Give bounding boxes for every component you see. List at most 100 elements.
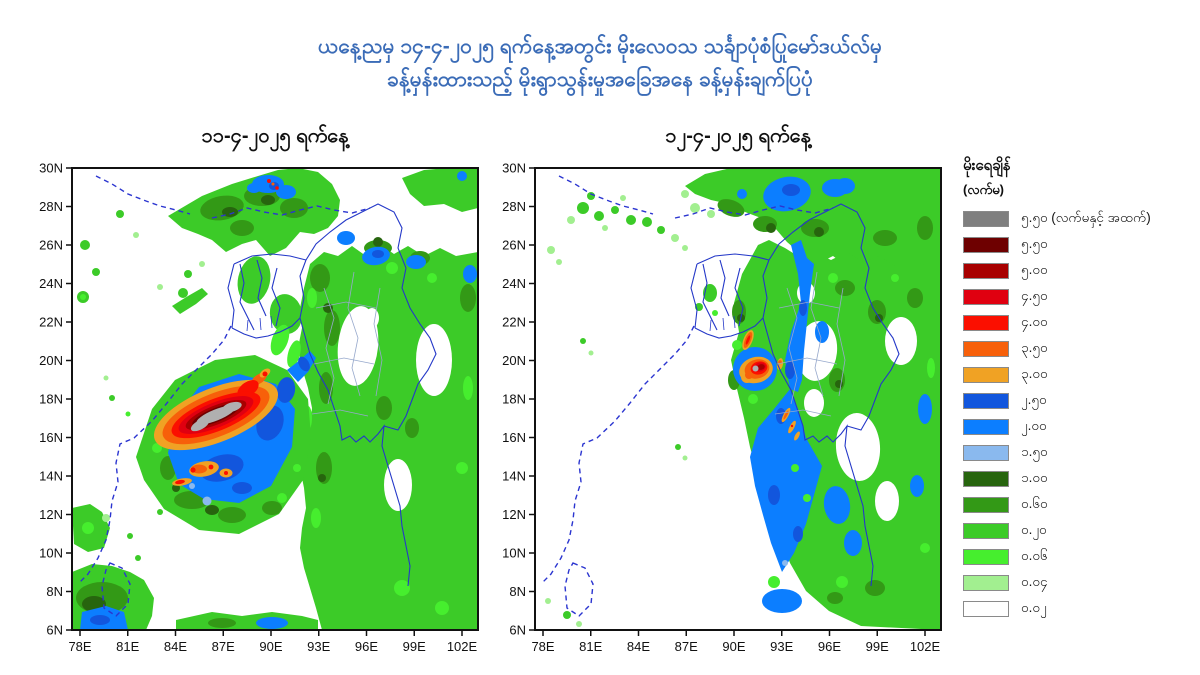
legend-unit: (လက်မ) bbox=[963, 182, 1004, 197]
legend-value: ၃.၅၀ bbox=[1021, 339, 1048, 355]
precip-layer bbox=[545, 168, 941, 630]
axis-tick-label: 24N bbox=[39, 276, 63, 291]
legend-swatch bbox=[963, 340, 1009, 357]
axis-tick-label: 22N bbox=[39, 315, 63, 330]
axis-labels-right: 30N 28N 26N 24N 22N 20N 18N 16N 14N 12N … bbox=[502, 161, 940, 655]
legend-value: ၁.၀၀ bbox=[1021, 469, 1048, 485]
legend-entry: ၅.၅၀ (လက်မနှင့် အထက်) bbox=[963, 210, 1198, 227]
legend-value: ၀.၀၄ bbox=[1021, 573, 1048, 589]
legend-entry: ၃.၀၀ bbox=[963, 366, 1198, 383]
axis-tick-label: 16N bbox=[39, 430, 63, 445]
legend-swatch bbox=[963, 470, 1009, 487]
axis-tick-label: 18N bbox=[502, 392, 526, 407]
legend-swatch bbox=[963, 444, 1009, 461]
legend-value: ၀.၀၂ bbox=[1021, 599, 1047, 615]
axis-tick-label: 14N bbox=[39, 469, 63, 484]
axis-tick-label: 99E bbox=[866, 639, 889, 654]
legend-value: ၅.၅၀ (လက်မနှင့် အထက်) bbox=[1021, 209, 1151, 225]
precip-map-12-4-2025: 30N 28N 26N 24N 22N 20N 18N 16N 14N 12N … bbox=[502, 161, 942, 655]
legend-value: ၃.၀၀ bbox=[1021, 365, 1048, 381]
axis-tick-label: 12N bbox=[502, 507, 526, 522]
legend-swatch bbox=[963, 366, 1009, 383]
legend: မိုးရေချိန် (လက်မ) ၅.၅၀ (လက်မနှင့် အထက်)… bbox=[963, 156, 1198, 617]
legend-swatch bbox=[963, 392, 1009, 409]
axis-tick-label: 78E bbox=[531, 639, 554, 654]
axis-tick-label: 26N bbox=[39, 238, 63, 253]
legend-value: ၄.၀၀ bbox=[1021, 313, 1048, 329]
storm-core-right bbox=[733, 347, 777, 391]
axis-tick-label: 28N bbox=[39, 199, 63, 214]
axis-tick-label: 26N bbox=[502, 238, 526, 253]
panel-title-left: ၁၁-၄-၂၀၂၅ ရက်နေ့ bbox=[201, 125, 349, 147]
axis-tick-label: 16N bbox=[502, 430, 526, 445]
axis-tick-label: 96E bbox=[818, 639, 841, 654]
axis-tick-label: 87E bbox=[675, 639, 698, 654]
axis-tick-label: 84E bbox=[627, 639, 650, 654]
legend-value: ၄.၅၀ bbox=[1021, 287, 1048, 303]
precip-layer bbox=[72, 168, 478, 630]
axis-tick-label: 78E bbox=[68, 639, 91, 654]
legend-value: ၅.၀၀ bbox=[1021, 261, 1048, 277]
axis-tick-label: 10N bbox=[502, 546, 526, 561]
legend-swatch bbox=[963, 210, 1009, 227]
axis-tick-label: 10N bbox=[39, 546, 63, 561]
page-title: ယနေ့ညမှ ၁၄-၄-၂၀၂၅ ရက်နေ့အတွင်း မိုးလေဝသ … bbox=[0, 30, 1200, 96]
axis-tick-label: 20N bbox=[39, 353, 63, 368]
axis-tick-label: 90E bbox=[722, 639, 745, 654]
legend-entry: ၁.၀၀ bbox=[963, 470, 1198, 487]
axis-tick-label: 102E bbox=[447, 639, 478, 654]
legend-swatch bbox=[963, 236, 1009, 253]
storm-core-left bbox=[153, 368, 279, 451]
axis-tick-label: 22N bbox=[502, 315, 526, 330]
legend-entry: ၀.၀၆ bbox=[963, 548, 1198, 565]
legend-entry: ၀.၂၀ bbox=[963, 522, 1198, 539]
legend-swatch bbox=[963, 496, 1009, 513]
axis-tick-label: 93E bbox=[307, 639, 330, 654]
legend-entry: ၂.၀၀ bbox=[963, 418, 1198, 435]
axis-tick-label: 24N bbox=[502, 276, 526, 291]
legend-swatch bbox=[963, 600, 1009, 617]
axis-tick-label: 87E bbox=[212, 639, 235, 654]
axis-tick-label: 102E bbox=[910, 639, 941, 654]
legend-entry: ၅.၀၀ bbox=[963, 262, 1198, 279]
page-title-line1: ယနေ့ညမှ ၁၄-၄-၂၀၂၅ ရက်နေ့အတွင်း မိုးလေဝသ … bbox=[317, 35, 883, 58]
axis-tick-label: 6N bbox=[509, 623, 526, 638]
axis-tick-label: 6N bbox=[46, 623, 63, 638]
legend-entry: ၀.၀၂ bbox=[963, 600, 1198, 617]
legend-swatch bbox=[963, 262, 1009, 279]
legend-entry: ၃.၅၀ bbox=[963, 340, 1198, 357]
axis-tick-label: 8N bbox=[509, 584, 526, 599]
legend-entry: ၀.၆၀ bbox=[963, 496, 1198, 513]
axis-tick-label: 8N bbox=[46, 584, 63, 599]
legend-swatch bbox=[963, 522, 1009, 539]
legend-swatch bbox=[963, 314, 1009, 331]
legend-value: ၀.၆၀ bbox=[1021, 495, 1048, 511]
axis-tick-label: 96E bbox=[355, 639, 378, 654]
axis-tick-label: 18N bbox=[39, 392, 63, 407]
legend-swatch bbox=[963, 418, 1009, 435]
legend-value: ၀.၂၀ bbox=[1021, 521, 1047, 537]
legend-entry: ၁.၅၀ bbox=[963, 444, 1198, 461]
legend-value: ၂.၀၀ bbox=[1021, 417, 1047, 433]
axis-tick-label: 20N bbox=[502, 353, 526, 368]
legend-swatch bbox=[963, 288, 1009, 305]
legend-value: ၁.၅၀ bbox=[1021, 443, 1048, 459]
legend-swatch bbox=[963, 574, 1009, 591]
axis-labels-left: 30N 28N 26N 24N 22N 20N 18N 16N 14N 12N … bbox=[39, 161, 477, 655]
legend-entry: ၂.၅၀ bbox=[963, 392, 1198, 409]
legend-value: ၀.၀၆ bbox=[1021, 547, 1048, 563]
precip-map-11-4-2025: 30N 28N 26N 24N 22N 20N 18N 16N 14N 12N … bbox=[39, 161, 479, 655]
axis-tick-label: 81E bbox=[116, 639, 139, 654]
legend-entry: ၄.၅၀ bbox=[963, 288, 1198, 305]
axis-tick-label: 30N bbox=[502, 161, 526, 176]
legend-swatch bbox=[963, 548, 1009, 565]
axis-tick-label: 84E bbox=[164, 639, 187, 654]
legend-entry: ၄.၀၀ bbox=[963, 314, 1198, 331]
axis-tick-label: 93E bbox=[770, 639, 793, 654]
legend-entry: ၅.၅၀ bbox=[963, 236, 1198, 253]
axis-tick-label: 81E bbox=[579, 639, 602, 654]
axis-tick-label: 12N bbox=[39, 507, 63, 522]
page-title-line2: ခန့်မှန်းထားသည့် မိုးရွာသွန်းမှုအခြေအနေ … bbox=[387, 68, 813, 91]
axis-tick-label: 99E bbox=[403, 639, 426, 654]
